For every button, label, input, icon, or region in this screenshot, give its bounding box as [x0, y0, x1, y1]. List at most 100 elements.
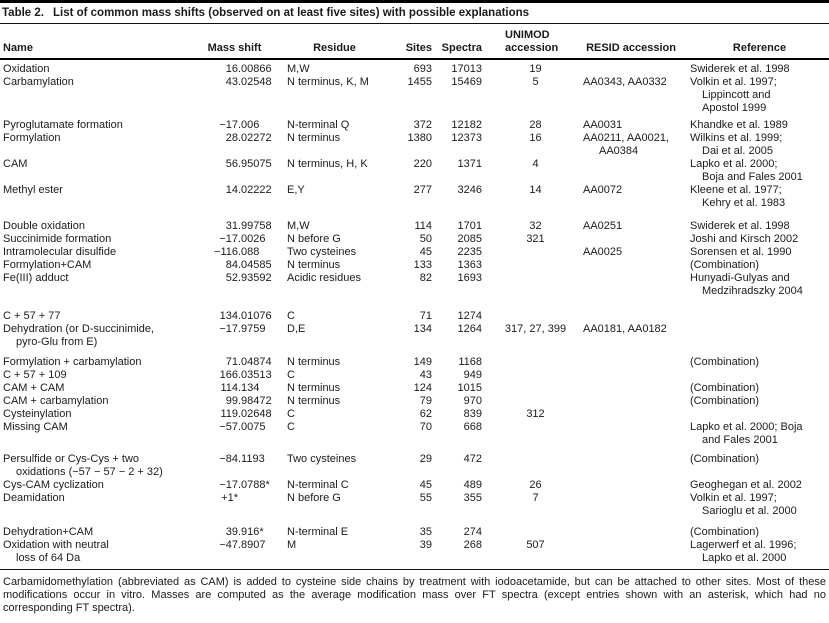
unimod-accession-cell: 28 [529, 119, 542, 131]
sites-cell: 45 [419, 479, 432, 491]
reference-cell: Joshi and Kirsch 2002 [690, 233, 799, 245]
resid-accession-cell [579, 310, 683, 323]
mass-shift-cell: 43.02548 [197, 76, 272, 89]
name-cell: Dehydration+CAM [3, 526, 94, 538]
name-cell: Intramolecular disulfide [3, 246, 117, 258]
column-header-mass-shift: Mass shift [207, 42, 262, 54]
name-cell: Oxidation [3, 63, 50, 75]
resid-accession-cell: AA0211, AA0021, AA0384 [583, 132, 670, 157]
unimod-accession-cell [482, 259, 579, 272]
reference-cell [683, 369, 829, 382]
residue-cell: Two cysteines [287, 246, 357, 258]
table-row: Dehydration+CAM 39.916* N-terminal E 35 … [3, 526, 829, 539]
column-header-sites: Sites [405, 42, 432, 54]
mass-shift-cell: 119.02648 [197, 408, 272, 421]
table-row: Cys-CAM cyclization −17.0788* N-terminal… [3, 479, 829, 492]
name-cell: Oxidation with neutral loss of 64 Da [3, 539, 109, 564]
mass-shift-integer-part: −116 [214, 246, 238, 258]
residue-cell: C [287, 369, 295, 381]
unimod-accession-cell [482, 382, 579, 395]
reference-cell: (Combination) [690, 356, 760, 368]
mass-shift-cell: 31.99758 [197, 220, 272, 233]
resid-accession-cell [579, 453, 683, 466]
mass-shift-fraction-part: .93592 [238, 272, 272, 284]
resid-accession-cell [579, 233, 683, 246]
unimod-accession-cell [482, 356, 579, 369]
residue-cell: C [287, 421, 295, 433]
mass-shift-integer-part: 134 [219, 310, 238, 322]
spectra-cell: 12373 [451, 132, 482, 144]
spectra-cell: 274 [463, 526, 482, 538]
mass-shift-integer-part: −17 [219, 233, 238, 245]
column-header-unimod-accession: UNIMOD accession [505, 29, 559, 54]
unimod-accession-cell [482, 453, 579, 466]
mass-shift-integer-part: 119 [220, 408, 238, 420]
name-cell: Persulfide or Cys-Cys + two oxidations (… [3, 453, 163, 478]
table-row: Missing CAM −57.0075 C 70 668 Lapko et a… [3, 421, 829, 447]
mass-shift-fraction-part: .95075 [238, 158, 272, 170]
table-row: Formylation + carbamylation 71.04874 N t… [3, 356, 829, 369]
spectra-cell: 970 [463, 395, 482, 407]
mass-shift-fraction-part: .04585 [238, 259, 272, 271]
residue-cell: N terminus [287, 382, 341, 394]
mass-shift-integer-part: 114 [220, 382, 238, 394]
table-row: Formylation+CAM 84.04585 N terminus 133 … [3, 259, 829, 272]
table-row: CAM 56.95075 N terminus, H, K 220 1371 4… [3, 158, 829, 184]
reference-cell: Hunyadi-Gulyas and Medzihradszky 2004 [690, 272, 803, 297]
table-row: Intramolecular disulfide −116.088 Two cy… [3, 246, 829, 259]
name-cell: Formylation + carbamylation [3, 356, 142, 368]
unimod-accession-cell: 4 [532, 158, 539, 170]
mass-shift-cell: 84.04585 [197, 259, 272, 272]
name-cell: CAM + CAM [3, 382, 65, 394]
residue-cell: C [287, 310, 295, 322]
mass-shift-integer-part: 39 [225, 526, 238, 538]
sites-cell: 70 [419, 421, 432, 433]
unimod-accession-cell [482, 310, 579, 323]
reference-cell: Geoghegan et al. 2002 [690, 479, 802, 491]
mass-shift-cell: −84.1193 [197, 453, 272, 466]
residue-cell: Two cysteines [287, 453, 357, 465]
table-row: C + 57 + 109 166.03513 C 43 949 [3, 369, 829, 382]
spectra-cell: 1274 [457, 310, 482, 322]
table-row: Methyl ester 14.02222 E,Y 277 3246 14 AA… [3, 184, 829, 210]
table-row: Fe(III) adduct 52.93592 Acidic residues … [3, 272, 829, 298]
resid-accession-cell [579, 356, 683, 369]
resid-accession-cell [579, 369, 683, 382]
unimod-accession-cell: 312 [526, 408, 545, 420]
mass-shift-fraction-part: .03513 [238, 369, 272, 381]
spectra-cell: 17013 [451, 63, 482, 75]
unimod-accession-cell [482, 246, 579, 259]
unimod-accession-cell: 5 [532, 76, 539, 88]
name-cell: CAM [3, 158, 28, 170]
sites-cell: 277 [413, 184, 432, 196]
spectra-cell: 668 [463, 421, 482, 433]
spectra-cell: 1168 [458, 356, 482, 368]
reference-cell: Volkin et al. 1997; Lippincott and Apost… [690, 76, 777, 114]
mass-shift-fraction-part: .0075 [238, 421, 266, 433]
name-cell: Formylation [3, 132, 61, 144]
resid-accession-cell [579, 395, 683, 408]
reference-cell: Volkin et al. 1997; Sarioglu et al. 2000 [690, 492, 797, 517]
unimod-accession-cell [482, 526, 579, 539]
name-cell: Fe(III) adduct [3, 272, 69, 284]
mass-shift-fraction-part: .0026 [238, 233, 266, 245]
mass-shift-cell: −17.9759 [197, 323, 272, 336]
mass-shift-cell: 114.134 [197, 382, 272, 395]
sites-cell: 55 [419, 492, 432, 504]
sites-cell: 62 [419, 408, 432, 420]
reference-cell: (Combination) [690, 382, 760, 394]
residue-cell: Acidic residues [287, 272, 361, 284]
mass-shift-integer-part: 28 [225, 132, 238, 144]
residue-cell: N terminus [287, 356, 341, 368]
mass-shift-cell: 56.95075 [197, 158, 272, 171]
residue-cell: N before G [287, 492, 341, 504]
mass-shift-integer-part: −17 [219, 323, 238, 335]
residue-cell: N terminus [287, 259, 341, 271]
unimod-accession-cell [482, 272, 579, 285]
resid-accession-cell [579, 382, 683, 395]
residue-cell: N terminus, K, M [287, 76, 369, 88]
sites-cell: 1455 [407, 76, 432, 88]
spectra-cell: 2235 [457, 246, 482, 258]
table-body: Oxidation 16.00866 M,W 693 17013 19 Swid… [0, 60, 829, 570]
